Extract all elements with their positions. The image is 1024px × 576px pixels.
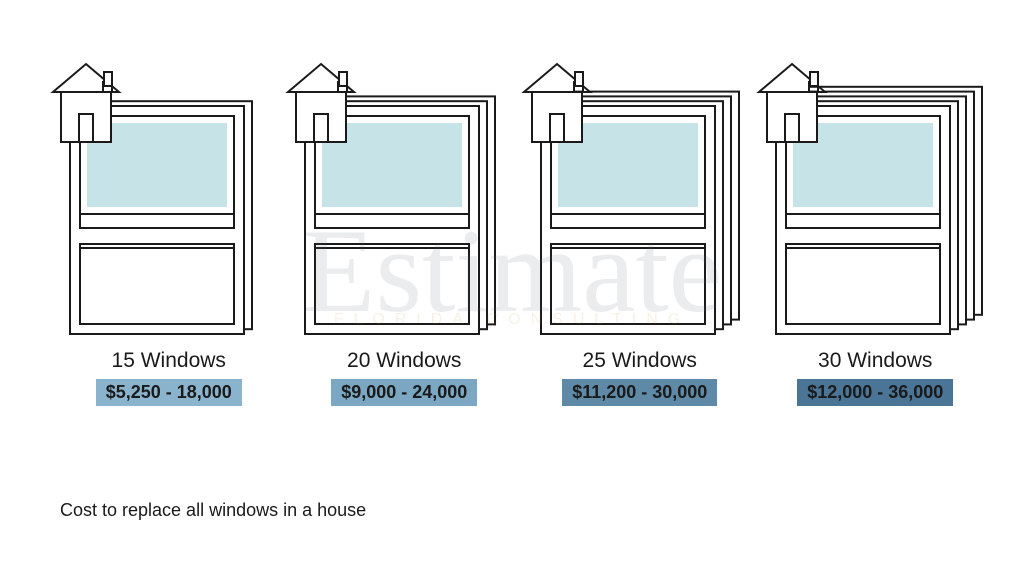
window-cost-item: 15 Windows $5,250 - 18,000	[60, 80, 278, 406]
window-count-label: 20 Windows	[347, 349, 461, 373]
price-range: $12,000 - 36,000	[797, 379, 953, 406]
window-count-label: 15 Windows	[112, 349, 226, 373]
window-cost-item: 30 Windows $12,000 - 36,000	[767, 80, 985, 406]
window-count-label: 25 Windows	[583, 349, 697, 373]
house-icon	[755, 62, 829, 146]
price-range: $9,000 - 24,000	[331, 379, 477, 406]
house-icon	[284, 62, 358, 146]
window-cost-item: 25 Windows $11,200 - 30,000	[531, 80, 749, 406]
price-range: $11,200 - 30,000	[562, 379, 717, 406]
window-stack	[304, 80, 504, 335]
window-cost-item: 20 Windows $9,000 - 24,000	[296, 80, 514, 406]
window-cost-row: 15 Windows$5,250 - 18,000 20 Wi	[60, 80, 984, 406]
house-icon	[520, 62, 594, 146]
house-icon	[49, 62, 123, 146]
window-stack	[775, 80, 975, 335]
price-range: $5,250 - 18,000	[96, 379, 242, 406]
infographic-caption: Cost to replace all windows in a house	[60, 500, 366, 521]
window-stack	[69, 80, 269, 335]
window-stack	[540, 80, 740, 335]
window-count-label: 30 Windows	[818, 349, 932, 373]
